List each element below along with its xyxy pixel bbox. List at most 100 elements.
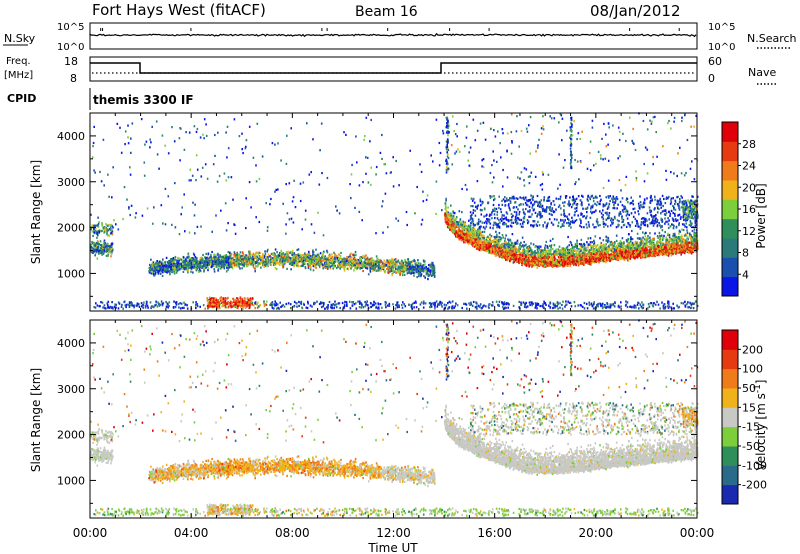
power-cell	[224, 261, 226, 264]
power-cell	[266, 226, 269, 229]
power-cell	[99, 305, 101, 308]
power-cell	[312, 251, 315, 254]
power-cell	[242, 152, 244, 155]
power-cell	[303, 303, 305, 306]
power-cell	[180, 127, 182, 130]
power-cell	[212, 163, 215, 166]
power-cell	[213, 256, 215, 259]
power-cell	[338, 253, 340, 256]
power-cell	[372, 269, 374, 272]
power-cell	[349, 253, 351, 256]
power-cell	[191, 260, 193, 263]
power-cell	[149, 301, 152, 304]
power-cell	[94, 251, 97, 254]
power-cell	[690, 306, 693, 309]
power-cell	[433, 266, 436, 269]
power-cell	[507, 306, 509, 309]
power-cell	[690, 303, 693, 306]
power-cell	[648, 305, 651, 308]
power-cell	[403, 303, 405, 306]
power-cell	[505, 302, 508, 305]
power-cell	[351, 301, 353, 304]
power-cell	[382, 266, 385, 270]
power-cell	[91, 240, 93, 244]
freq-right-label: Nave	[748, 66, 776, 79]
power-cell	[597, 302, 599, 305]
power-cell	[211, 305, 214, 308]
power-cell	[388, 302, 391, 305]
power-cell	[276, 303, 279, 306]
power-cell	[156, 305, 159, 308]
power-cell	[430, 154, 432, 157]
power-cell	[696, 304, 699, 308]
power-cell	[110, 228, 112, 231]
power-cell	[289, 260, 291, 263]
power-cell	[430, 265, 432, 268]
power-cell	[95, 242, 98, 245]
power-cell	[153, 264, 155, 267]
power-cell	[186, 266, 189, 269]
power-cell	[380, 260, 382, 263]
power-cell	[485, 305, 487, 308]
power-cell	[125, 303, 128, 306]
power-cell	[168, 265, 170, 268]
power-cell	[201, 166, 204, 169]
power-cell	[406, 223, 408, 227]
power-cell	[182, 263, 185, 266]
power-cell	[293, 252, 296, 255]
power-cell	[236, 260, 239, 264]
power-cell	[331, 264, 334, 267]
power-cell	[202, 253, 204, 257]
power-cell	[639, 303, 642, 306]
power-cell	[466, 307, 468, 310]
power-cell	[168, 304, 170, 308]
power-cell	[322, 256, 325, 259]
power-cell	[641, 301, 643, 304]
power-cell	[331, 303, 334, 307]
power-cell	[129, 166, 131, 169]
power-cell	[104, 307, 106, 310]
power-cell	[226, 125, 229, 128]
power-cell	[191, 266, 194, 269]
power-cell	[234, 263, 237, 267]
power-cell	[387, 271, 390, 274]
power-cell	[375, 165, 378, 169]
power-cell	[207, 302, 210, 305]
power-cell	[359, 256, 361, 259]
power-cell	[497, 304, 500, 307]
power-cell	[213, 268, 215, 271]
power-cell	[273, 252, 276, 255]
power-cell	[162, 258, 164, 261]
power-cell	[313, 301, 315, 304]
power-cell	[617, 305, 620, 308]
power-cell	[633, 304, 636, 307]
power-cell	[372, 264, 375, 267]
power-cell	[273, 303, 276, 306]
power-cell	[202, 133, 204, 136]
power-cell	[219, 254, 222, 257]
power-cell	[279, 262, 282, 265]
power-cell	[436, 305, 439, 308]
power-cell	[581, 305, 584, 308]
freq-left-tick-top: 18	[64, 55, 78, 68]
power-cell	[158, 304, 161, 307]
power-cell	[207, 264, 210, 267]
power-cell	[253, 253, 255, 257]
power-cell	[99, 170, 101, 173]
power-cell	[242, 253, 245, 256]
power-cell	[398, 184, 400, 187]
power-cell	[668, 303, 670, 306]
power-cell	[375, 255, 378, 258]
power-cell	[248, 303, 251, 306]
power-cell	[213, 299, 215, 302]
power-cell	[520, 301, 522, 304]
power-cell	[172, 305, 175, 309]
power-cell	[461, 211, 463, 214]
power-cell	[256, 303, 258, 306]
power-cell	[138, 303, 140, 306]
power-cell	[361, 261, 363, 265]
power-cell	[292, 196, 295, 199]
power-cell	[392, 156, 394, 159]
power-cell	[284, 261, 287, 264]
power-cell	[634, 305, 637, 308]
